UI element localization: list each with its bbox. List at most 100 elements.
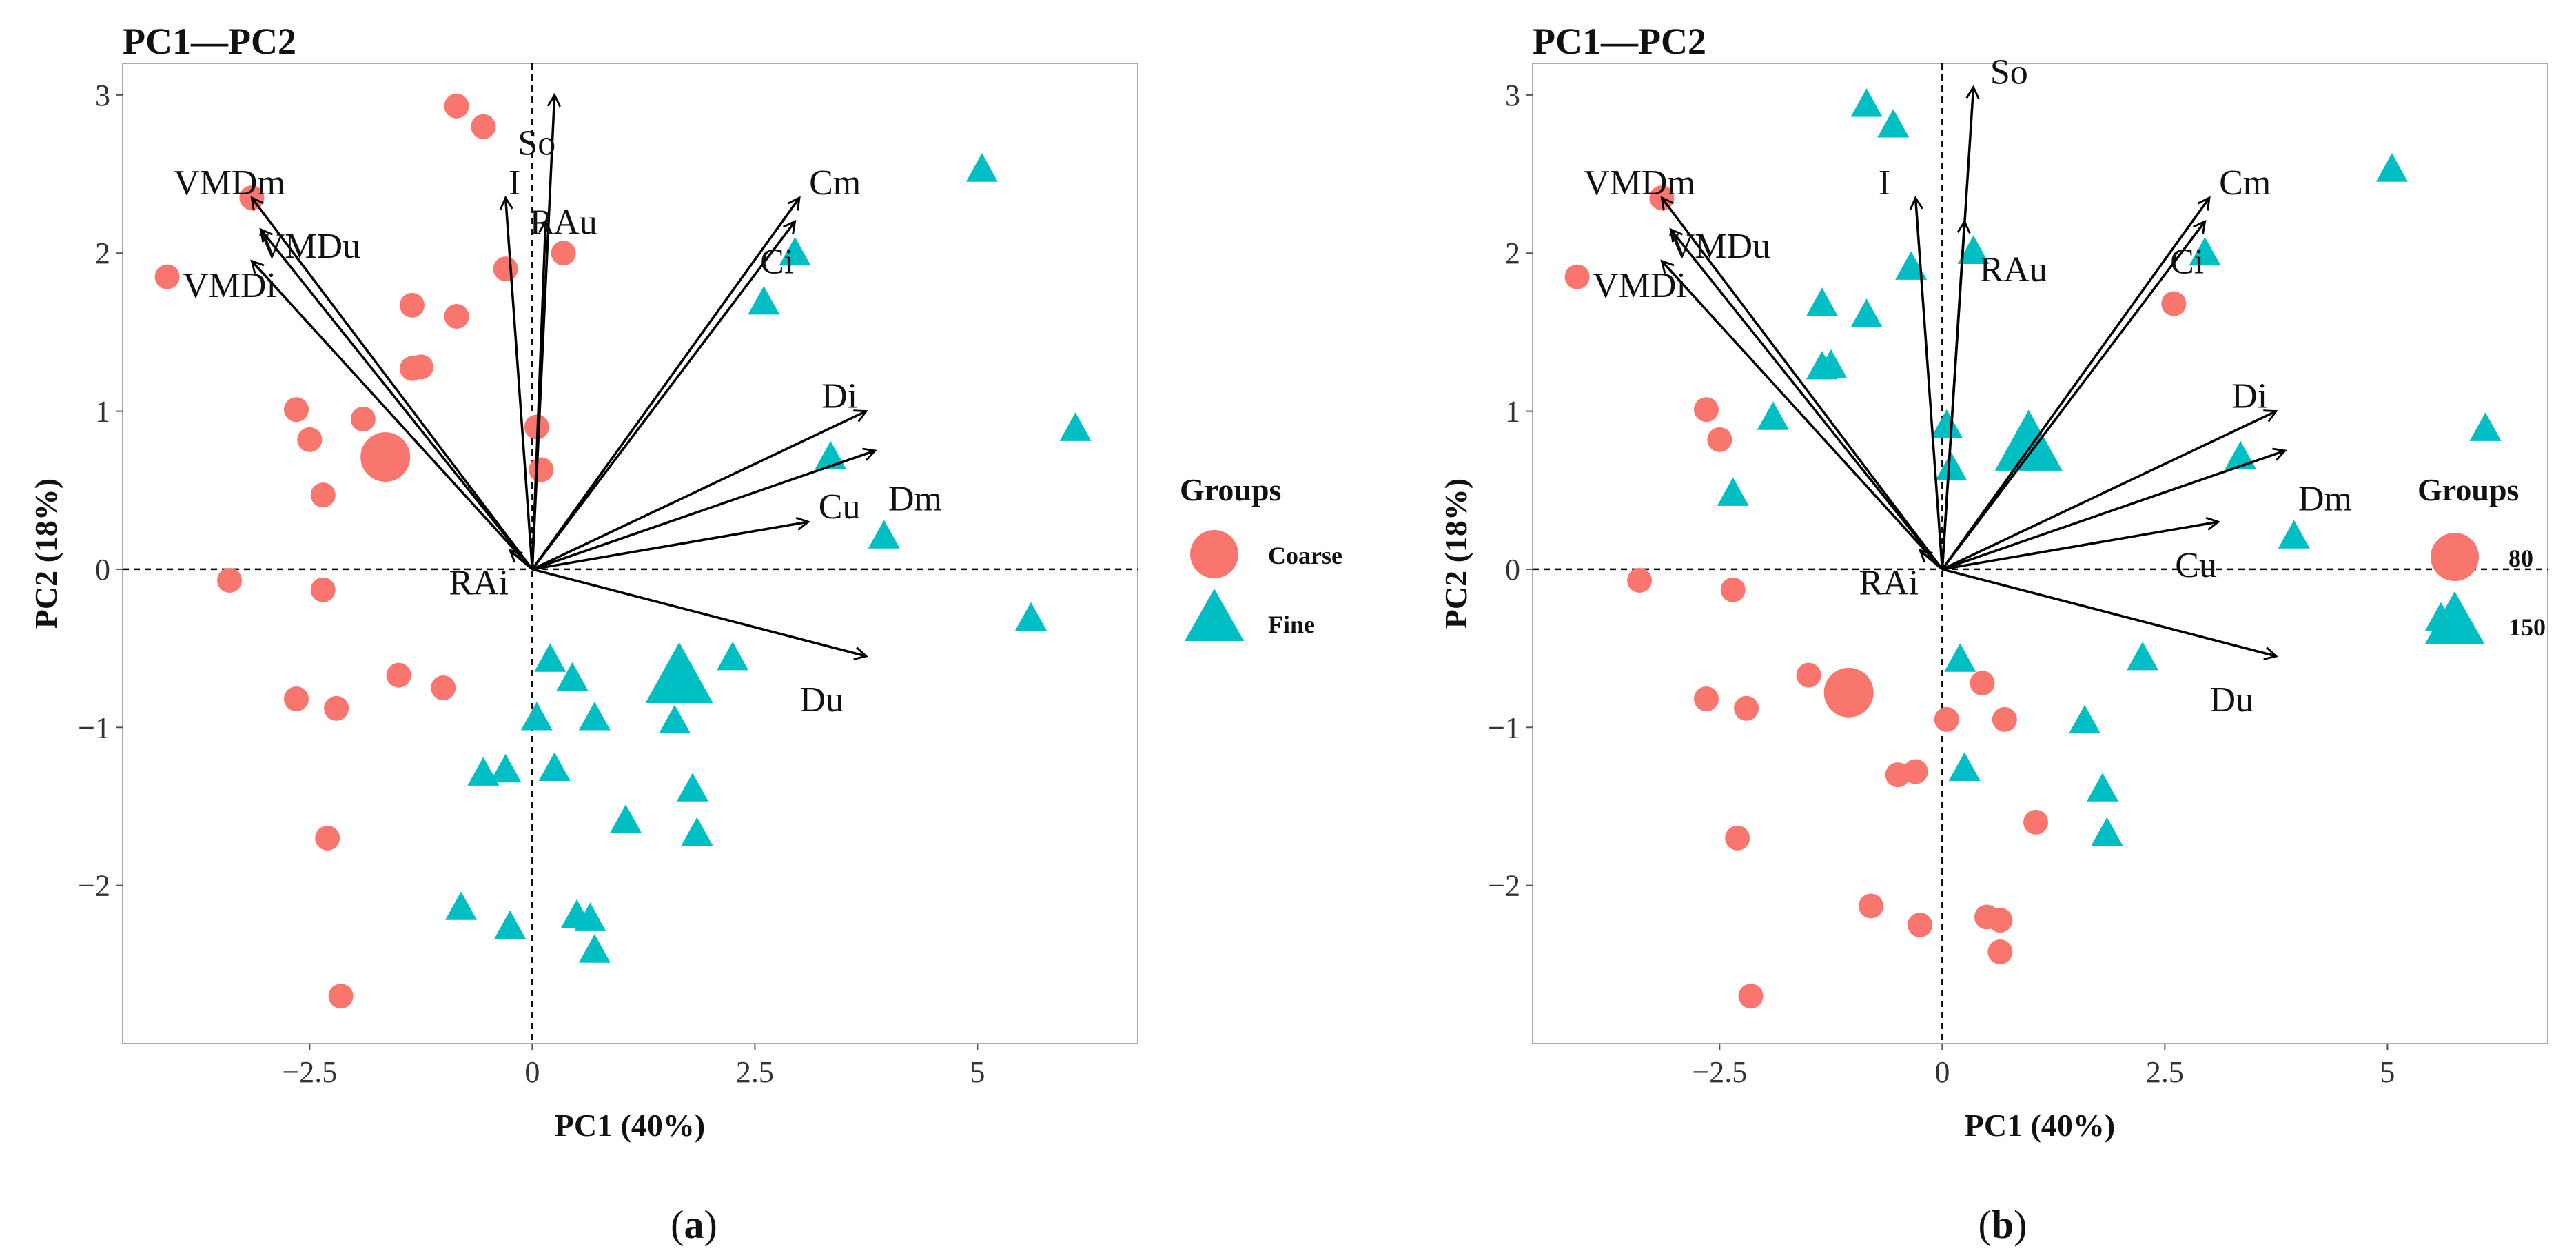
loading-arrow-dm bbox=[1941, 447, 2287, 571]
axis-ticks: −2.5 0 2.5 5 −2 −1 0 1 2 3 bbox=[78, 79, 985, 1089]
loading-arrow-vmdm bbox=[250, 196, 533, 570]
point-coarse bbox=[471, 114, 496, 139]
loading-label-cm: Cm bbox=[2219, 163, 2271, 203]
y-tick-label: −1 bbox=[78, 711, 110, 744]
x-tick-label: 5 bbox=[2380, 1055, 2395, 1089]
point-coarse bbox=[328, 984, 354, 1009]
point-fine bbox=[610, 804, 642, 833]
centroid-150 bbox=[1994, 409, 2063, 471]
centroid-80 bbox=[1823, 667, 1874, 718]
y-axis-title: PC2 (18%) bbox=[1438, 478, 1473, 629]
point-150 bbox=[1895, 251, 1928, 280]
point-fine bbox=[520, 702, 553, 731]
caption-close: ) bbox=[704, 1202, 717, 1247]
point-80 bbox=[1908, 912, 1933, 937]
loading-label-i: I bbox=[509, 163, 520, 203]
point-150 bbox=[1815, 349, 1847, 378]
panel-title: PC1—PC2 bbox=[1533, 21, 1706, 62]
point-fine bbox=[681, 817, 713, 846]
plot-frame bbox=[1532, 63, 2548, 1044]
legend-key-80 bbox=[2431, 533, 2479, 581]
x-tick-label: −2.5 bbox=[282, 1055, 337, 1089]
loading-label-i: I bbox=[1879, 163, 1890, 203]
point-coarse bbox=[529, 457, 554, 482]
x-tick-label: 0 bbox=[1934, 1055, 1950, 1089]
caption-letter: a bbox=[684, 1202, 704, 1247]
loading-arrow-rai bbox=[508, 549, 533, 571]
legend-label-fine: Fine bbox=[1268, 611, 1315, 638]
point-80 bbox=[1987, 908, 2013, 933]
loading-arrow-du bbox=[531, 568, 868, 660]
point-150 bbox=[1850, 298, 1883, 327]
loading-arrow-i bbox=[499, 195, 534, 570]
legend: Groups Coarse Fine bbox=[1180, 472, 1342, 641]
point-150 bbox=[1757, 401, 1789, 430]
loading-arrow-vmdi bbox=[1660, 259, 1943, 571]
point-coarse bbox=[297, 427, 323, 452]
plot-frame bbox=[122, 63, 1138, 1044]
legend-key-coarse bbox=[1190, 530, 1238, 578]
point-fine bbox=[556, 662, 589, 691]
point-fine bbox=[1014, 602, 1047, 631]
caption-b: (b) bbox=[1979, 1202, 2027, 1247]
point-150 bbox=[2189, 236, 2221, 266]
axis-ticks: −2.5 0 2.5 5 −2 −1 0 1 2 3 bbox=[1488, 79, 2395, 1089]
loading-label-vmdu: VMDu bbox=[259, 227, 360, 266]
loading-label-vmdm: VMDm bbox=[174, 163, 285, 203]
loading-label-rau: RAu bbox=[1980, 250, 2047, 289]
loading-label-ci: Ci bbox=[760, 243, 794, 282]
point-fine bbox=[578, 934, 611, 963]
loading-label-cu: Cu bbox=[2175, 546, 2217, 585]
x-tick-label: 5 bbox=[970, 1055, 985, 1089]
point-fine bbox=[494, 910, 527, 939]
point-150 bbox=[1877, 109, 1910, 138]
point-coarse bbox=[551, 241, 576, 266]
loading-arrow-rai bbox=[1918, 549, 1943, 571]
loading-label-so: So bbox=[1990, 52, 2028, 92]
point-150 bbox=[1948, 752, 1981, 781]
loading-label-du: Du bbox=[800, 680, 844, 720]
loading-label-rai: RAi bbox=[449, 563, 509, 602]
points-layer bbox=[1564, 88, 2502, 1009]
point-fine bbox=[445, 891, 477, 920]
legend-key-150 bbox=[2425, 591, 2484, 644]
y-tick-label: 3 bbox=[1505, 79, 1520, 112]
point-coarse bbox=[283, 686, 309, 712]
y-tick-label: 1 bbox=[95, 395, 110, 429]
point-coarse bbox=[493, 256, 518, 282]
point-150 bbox=[1806, 287, 1838, 316]
loading-label-so: So bbox=[518, 124, 555, 163]
caption-open: ( bbox=[671, 1202, 684, 1247]
panel-title: PC1—PC2 bbox=[123, 21, 296, 62]
point-coarse bbox=[444, 93, 469, 119]
point-80 bbox=[1707, 427, 1732, 452]
legend-key-fine bbox=[1185, 589, 1244, 641]
loading-arrow-rau bbox=[531, 219, 553, 570]
loading-arrow-di bbox=[531, 409, 868, 571]
point-80 bbox=[1734, 695, 1759, 721]
point-coarse bbox=[154, 264, 180, 289]
x-tick-label: −2.5 bbox=[1692, 1055, 1747, 1089]
y-tick-label: 1 bbox=[1505, 395, 1520, 429]
point-coarse bbox=[444, 303, 469, 329]
point-coarse bbox=[431, 675, 456, 700]
point-coarse bbox=[310, 577, 336, 602]
point-fine bbox=[748, 285, 780, 315]
loading-label-rai: RAi bbox=[1859, 563, 1919, 602]
point-80 bbox=[2023, 809, 2049, 835]
caption-close: ) bbox=[2014, 1202, 2027, 1247]
point-coarse bbox=[283, 397, 309, 423]
point-fine bbox=[868, 520, 900, 549]
loading-label-ci: Ci bbox=[2170, 243, 2204, 282]
point-fine bbox=[965, 153, 998, 182]
loading-label-du: Du bbox=[2210, 680, 2254, 720]
point-fine bbox=[574, 902, 606, 931]
point-fine bbox=[659, 704, 691, 734]
loading-arrow-ci bbox=[1941, 219, 2207, 570]
y-axis-title: PC2 (18%) bbox=[28, 478, 63, 629]
point-80 bbox=[1693, 397, 1719, 423]
point-fine bbox=[578, 702, 611, 731]
